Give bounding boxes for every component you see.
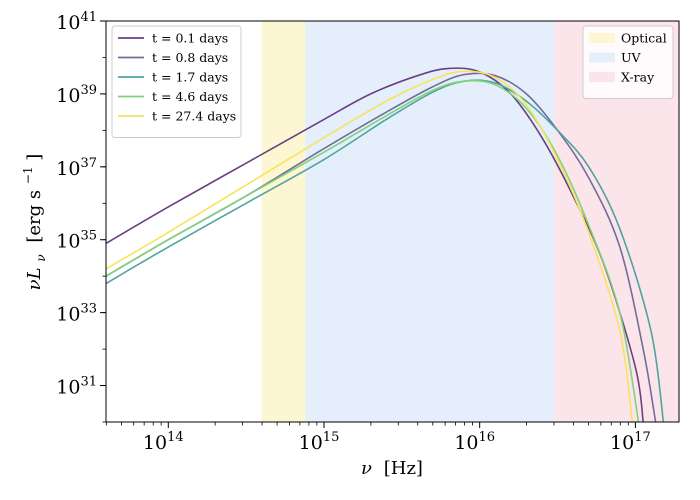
y-tick-label: 1031 — [56, 375, 97, 399]
x-tick-label: 1016 — [454, 430, 495, 454]
legend-label-t-4-6-days: t = 4.6 days — [152, 89, 228, 104]
legend-label-t-0-1-days: t = 0.1 days — [152, 31, 228, 46]
series-line-t-27-4-days — [106, 70, 634, 422]
legend-swatch-x-ray — [589, 72, 615, 82]
series-layer — [106, 67, 665, 422]
series-line-t-4-6-days — [106, 79, 640, 422]
y-tick-label: 1037 — [56, 156, 97, 180]
legend-label-uv: UV — [621, 50, 642, 65]
y-axis-label: νL ν [erg s −1 ] — [16, 154, 50, 291]
y-tick-label: 1033 — [56, 302, 97, 326]
x-axis-label-unit: [Hz] — [384, 458, 423, 479]
x-axis-label: ν [Hz] — [361, 458, 423, 479]
x-tick-label: 1017 — [610, 430, 651, 454]
band-legend: Optical UV X-ray — [582, 25, 674, 99]
x-tick-label: 1015 — [299, 430, 340, 454]
y-axis-label-subscript: ν — [34, 254, 48, 261]
x-axis-label-symbol: ν — [361, 458, 372, 479]
y-axis-label-exponent: −1 — [21, 166, 35, 184]
plot-frame — [105, 20, 680, 423]
band-optical — [261, 21, 306, 422]
y-tick-label: 1039 — [56, 83, 97, 107]
series-line-t-1-7-days — [106, 79, 665, 422]
y-tick-label: 1041 — [56, 10, 97, 34]
series-legend-frame — [111, 25, 242, 138]
x-tick-label: 1014 — [143, 430, 184, 454]
legend-label-t-1-7-days: t = 1.7 days — [152, 70, 228, 85]
legend-swatch-uv — [589, 52, 615, 63]
y-axis-label-close: ] — [24, 154, 45, 161]
legend-label-x-ray: X-ray — [621, 70, 655, 85]
y-tick-label: 1035 — [56, 229, 97, 253]
legend-swatch-optical — [589, 33, 615, 43]
legend-label-optical: Optical — [621, 31, 667, 46]
series-legend: t = 0.1 days t = 0.8 days t = 1.7 days t = … — [111, 25, 242, 138]
legend-label-t-27-4-days: t = 27.4 days — [152, 109, 236, 124]
legend-label-t-0-8-days: t = 0.8 days — [152, 50, 228, 65]
y-axis-label-unit: [erg s — [24, 190, 45, 243]
ticks-layer: 1014 1015 1016 1017 1031 1033 1035 1037 1039 1041 — [56, 10, 651, 454]
y-axis-label-symbol: νL — [24, 267, 45, 290]
